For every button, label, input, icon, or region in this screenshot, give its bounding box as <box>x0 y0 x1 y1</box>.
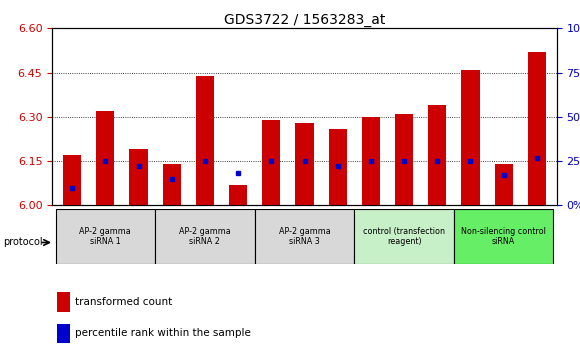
Bar <box>229 185 247 205</box>
Text: AP-2 gamma
siRNA 3: AP-2 gamma siRNA 3 <box>278 227 331 246</box>
Bar <box>454 209 553 264</box>
Bar <box>96 111 114 205</box>
Bar <box>354 209 454 264</box>
Bar <box>495 164 513 205</box>
Bar <box>56 209 155 264</box>
Bar <box>528 52 546 205</box>
Bar <box>57 324 70 343</box>
Bar <box>129 149 148 205</box>
Bar <box>162 164 181 205</box>
Bar <box>461 70 480 205</box>
Bar <box>428 105 447 205</box>
Bar <box>362 117 380 205</box>
Text: AP-2 gamma
siRNA 1: AP-2 gamma siRNA 1 <box>79 227 131 246</box>
Title: GDS3722 / 1563283_at: GDS3722 / 1563283_at <box>224 13 385 27</box>
Text: control (transfection
reagent): control (transfection reagent) <box>363 227 445 246</box>
Text: transformed count: transformed count <box>75 297 172 307</box>
Text: protocol: protocol <box>3 238 42 247</box>
Bar <box>295 123 314 205</box>
Bar <box>57 292 70 312</box>
Bar <box>255 209 354 264</box>
Text: percentile rank within the sample: percentile rank within the sample <box>75 329 251 338</box>
Text: AP-2 gamma
siRNA 2: AP-2 gamma siRNA 2 <box>179 227 231 246</box>
Bar <box>196 75 214 205</box>
Bar <box>262 120 281 205</box>
Bar <box>63 155 81 205</box>
Bar <box>155 209 255 264</box>
Bar <box>328 129 347 205</box>
Text: Non-silencing control
siRNA: Non-silencing control siRNA <box>461 227 546 246</box>
Bar <box>395 114 413 205</box>
